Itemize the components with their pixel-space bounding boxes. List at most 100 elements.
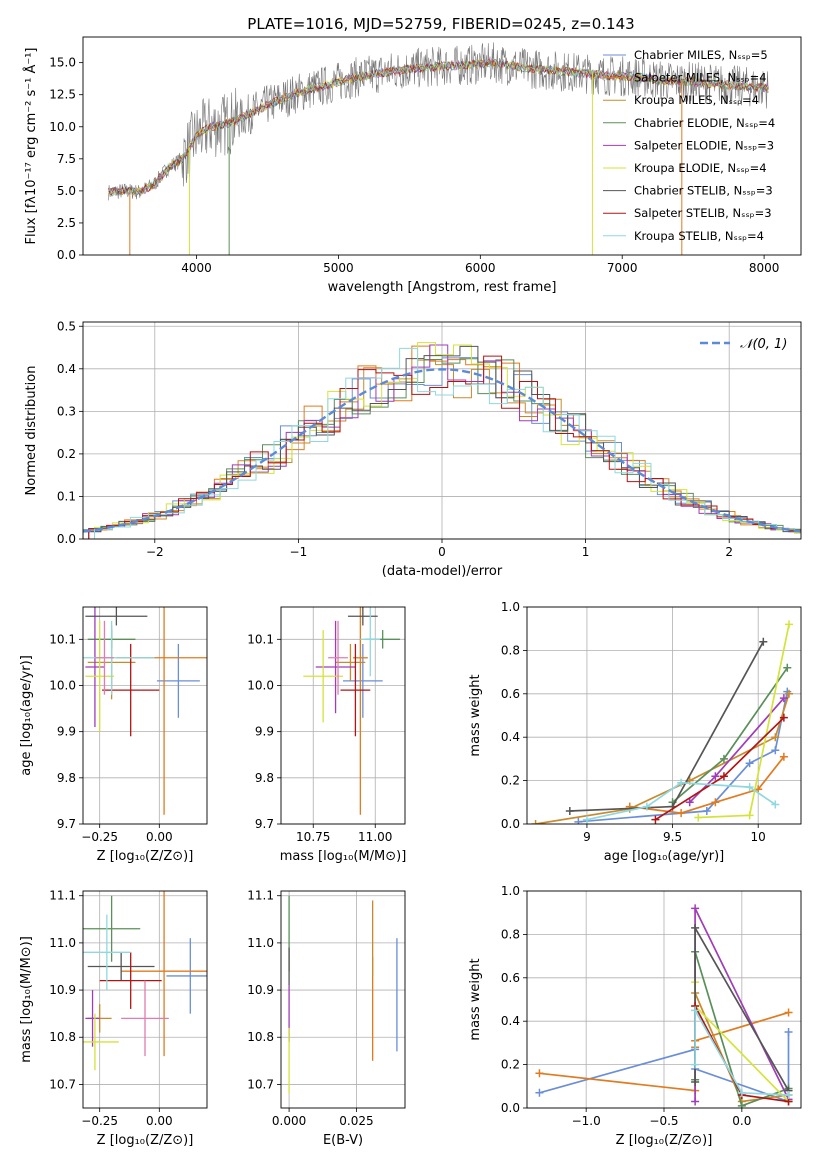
plot-area bbox=[83, 891, 207, 1071]
plot-area bbox=[108, 42, 769, 255]
series-marker bbox=[691, 1060, 700, 1069]
axes-mass_vs_EBV: 0.000 0.025 10.7 10.8 10.9 11.0 11.1 E(B-V) bbox=[247, 889, 406, 1148]
figure-title: PLATE=1016, MJD=52759, FIBERID=0245, z=0… bbox=[247, 15, 634, 33]
plot-area bbox=[288, 895, 398, 1094]
x-tick-label: 9.5 bbox=[663, 830, 682, 844]
y-tick-label: 0.3 bbox=[57, 404, 76, 418]
series-marker bbox=[737, 1088, 746, 1097]
plot-area bbox=[83, 342, 801, 539]
series-marker bbox=[574, 817, 583, 824]
x-tick-label: 4000 bbox=[181, 261, 212, 275]
y-tick-label: 9.9 bbox=[255, 725, 274, 739]
y-tick-label: 2.5 bbox=[57, 216, 76, 230]
series-marker bbox=[771, 800, 780, 809]
x-axis-label: mass [log₁₀(M/M⊙)] bbox=[280, 849, 407, 864]
y-tick-label: 0.2 bbox=[57, 447, 76, 461]
x-tick-label: 7000 bbox=[607, 261, 638, 275]
series-marker bbox=[691, 923, 700, 932]
x-tick-label: 1 bbox=[582, 545, 590, 559]
y-axis-label: Flux [fλ10⁻¹⁷ erg cm⁻² s⁻¹ Å⁻¹] bbox=[23, 48, 39, 245]
x-tick-label: 0.025 bbox=[339, 1114, 373, 1128]
series-marker bbox=[759, 637, 768, 646]
x-tick-label: 11.00 bbox=[358, 830, 392, 844]
y-tick-label: 10.9 bbox=[49, 983, 76, 997]
plot-area bbox=[303, 607, 401, 815]
y-axis-label: age [log₁₀(age/yr)] bbox=[19, 655, 34, 776]
axes-frame bbox=[280, 606, 406, 825]
axes-residuals: −2 −1 0 1 2 0.0 0.1 0.2 0.3 0.4 0.5 (data-model)/er… bbox=[24, 319, 802, 579]
x-axis-label: age [log₁₀(age/yr)] bbox=[604, 849, 725, 864]
x-tick-label: 5000 bbox=[323, 261, 354, 275]
y-axis-label: mass weight bbox=[468, 958, 483, 1040]
axes-spectrum: 4000 5000 6000 7000 8000 0.0 2.5 5.0 7.5 10.0 12.5… bbox=[23, 36, 802, 295]
y-axis-label: mass weight bbox=[468, 674, 483, 756]
x-tick-label: −0.25 bbox=[81, 1114, 118, 1128]
legend-entry: 𝒩(0, 1) bbox=[740, 337, 787, 352]
y-tick-label: 10.8 bbox=[247, 1030, 274, 1044]
y-tick-label: 7.5 bbox=[57, 152, 76, 166]
series-marker bbox=[711, 772, 720, 781]
x-axis-label: Z [log₁₀(Z/Z⊙)] bbox=[616, 1133, 713, 1148]
x-tick-label: 10 bbox=[751, 830, 766, 844]
x-tick-label: 6000 bbox=[465, 261, 496, 275]
y-tick-label: 12.5 bbox=[49, 88, 76, 102]
series-marker bbox=[745, 811, 754, 820]
y-tick-label: 11.1 bbox=[247, 889, 274, 903]
x-axis-label: (data-model)/error bbox=[382, 564, 503, 579]
x-axis-label: wavelength [Angstrom, rest frame] bbox=[328, 280, 557, 295]
legend-entry: Chabrier ELODIE, Nₛₛₚ=4 bbox=[634, 116, 775, 130]
y-tick-label: 5.0 bbox=[57, 184, 76, 198]
series-marker bbox=[677, 778, 686, 787]
series-marker bbox=[771, 733, 780, 742]
y-tick-label: 9.8 bbox=[57, 771, 76, 785]
series-marker bbox=[745, 759, 754, 768]
y-tick-label: 10.0 bbox=[49, 120, 76, 134]
axes-frame bbox=[280, 890, 406, 1109]
series-marker bbox=[685, 798, 694, 807]
y-tick-label: 9.7 bbox=[57, 817, 76, 831]
axes-massweight_vs_Z: −1.0 −0.5 0.0 0.0 0.2 0.4 0.6 0.8 1.0 Z [log₁₀(Z/… bbox=[468, 884, 802, 1148]
series-marker bbox=[651, 815, 660, 824]
plot-area bbox=[535, 904, 793, 1108]
axes-mass_vs_Z: −0.25 0.00 10.7 10.8 10.9 11.0 11.1 Z [log₁₀(Z/… bbox=[19, 889, 208, 1148]
series-marker bbox=[702, 806, 711, 815]
series-marker bbox=[677, 809, 686, 818]
y-tick-label: 10.8 bbox=[49, 1030, 76, 1044]
series-marker bbox=[711, 798, 720, 807]
series-marker bbox=[745, 783, 754, 792]
x-tick-label: 0.0 bbox=[732, 1114, 751, 1128]
y-tick-label: 10.7 bbox=[49, 1077, 76, 1091]
series-marker bbox=[771, 746, 780, 755]
series-marker bbox=[784, 1008, 793, 1017]
y-tick-label: 0.0 bbox=[501, 1101, 520, 1115]
y-tick-label: 0.4 bbox=[57, 362, 76, 376]
y-tick-label: 1.0 bbox=[501, 600, 520, 614]
series-marker bbox=[582, 815, 591, 824]
series-line bbox=[694, 1007, 789, 1096]
histogram-series bbox=[88, 344, 801, 539]
y-tick-label: 1.0 bbox=[501, 884, 520, 898]
legend-entry: Salpeter STELIB, Nₛₛₚ=3 bbox=[634, 206, 772, 220]
y-tick-label: 10.9 bbox=[247, 983, 274, 997]
series-marker bbox=[565, 806, 574, 815]
model-spectrum bbox=[108, 58, 769, 196]
series-line bbox=[698, 624, 790, 819]
series-marker bbox=[783, 663, 792, 672]
histogram-series bbox=[93, 347, 801, 539]
y-tick-label: 0.2 bbox=[501, 1058, 520, 1072]
y-tick-label: 11.0 bbox=[247, 936, 274, 950]
y-axis-label: Normed distribution bbox=[24, 366, 39, 496]
y-tick-label: 0.0 bbox=[57, 248, 76, 262]
series-marker bbox=[719, 754, 728, 763]
y-tick-label: 11.0 bbox=[49, 936, 76, 950]
model-spectrum bbox=[108, 58, 769, 196]
y-tick-label: 10.1 bbox=[49, 632, 76, 646]
x-tick-label: −1 bbox=[290, 545, 308, 559]
x-tick-label: 2 bbox=[725, 545, 733, 559]
series-marker bbox=[784, 1090, 793, 1099]
x-axis-label: Z [log₁₀(Z/Z⊙)] bbox=[97, 1133, 194, 1148]
axes-frame bbox=[82, 36, 802, 256]
axes-frame bbox=[526, 890, 802, 1109]
legend-entry: Chabrier MILES, Nₛₛₚ=5 bbox=[634, 48, 768, 62]
